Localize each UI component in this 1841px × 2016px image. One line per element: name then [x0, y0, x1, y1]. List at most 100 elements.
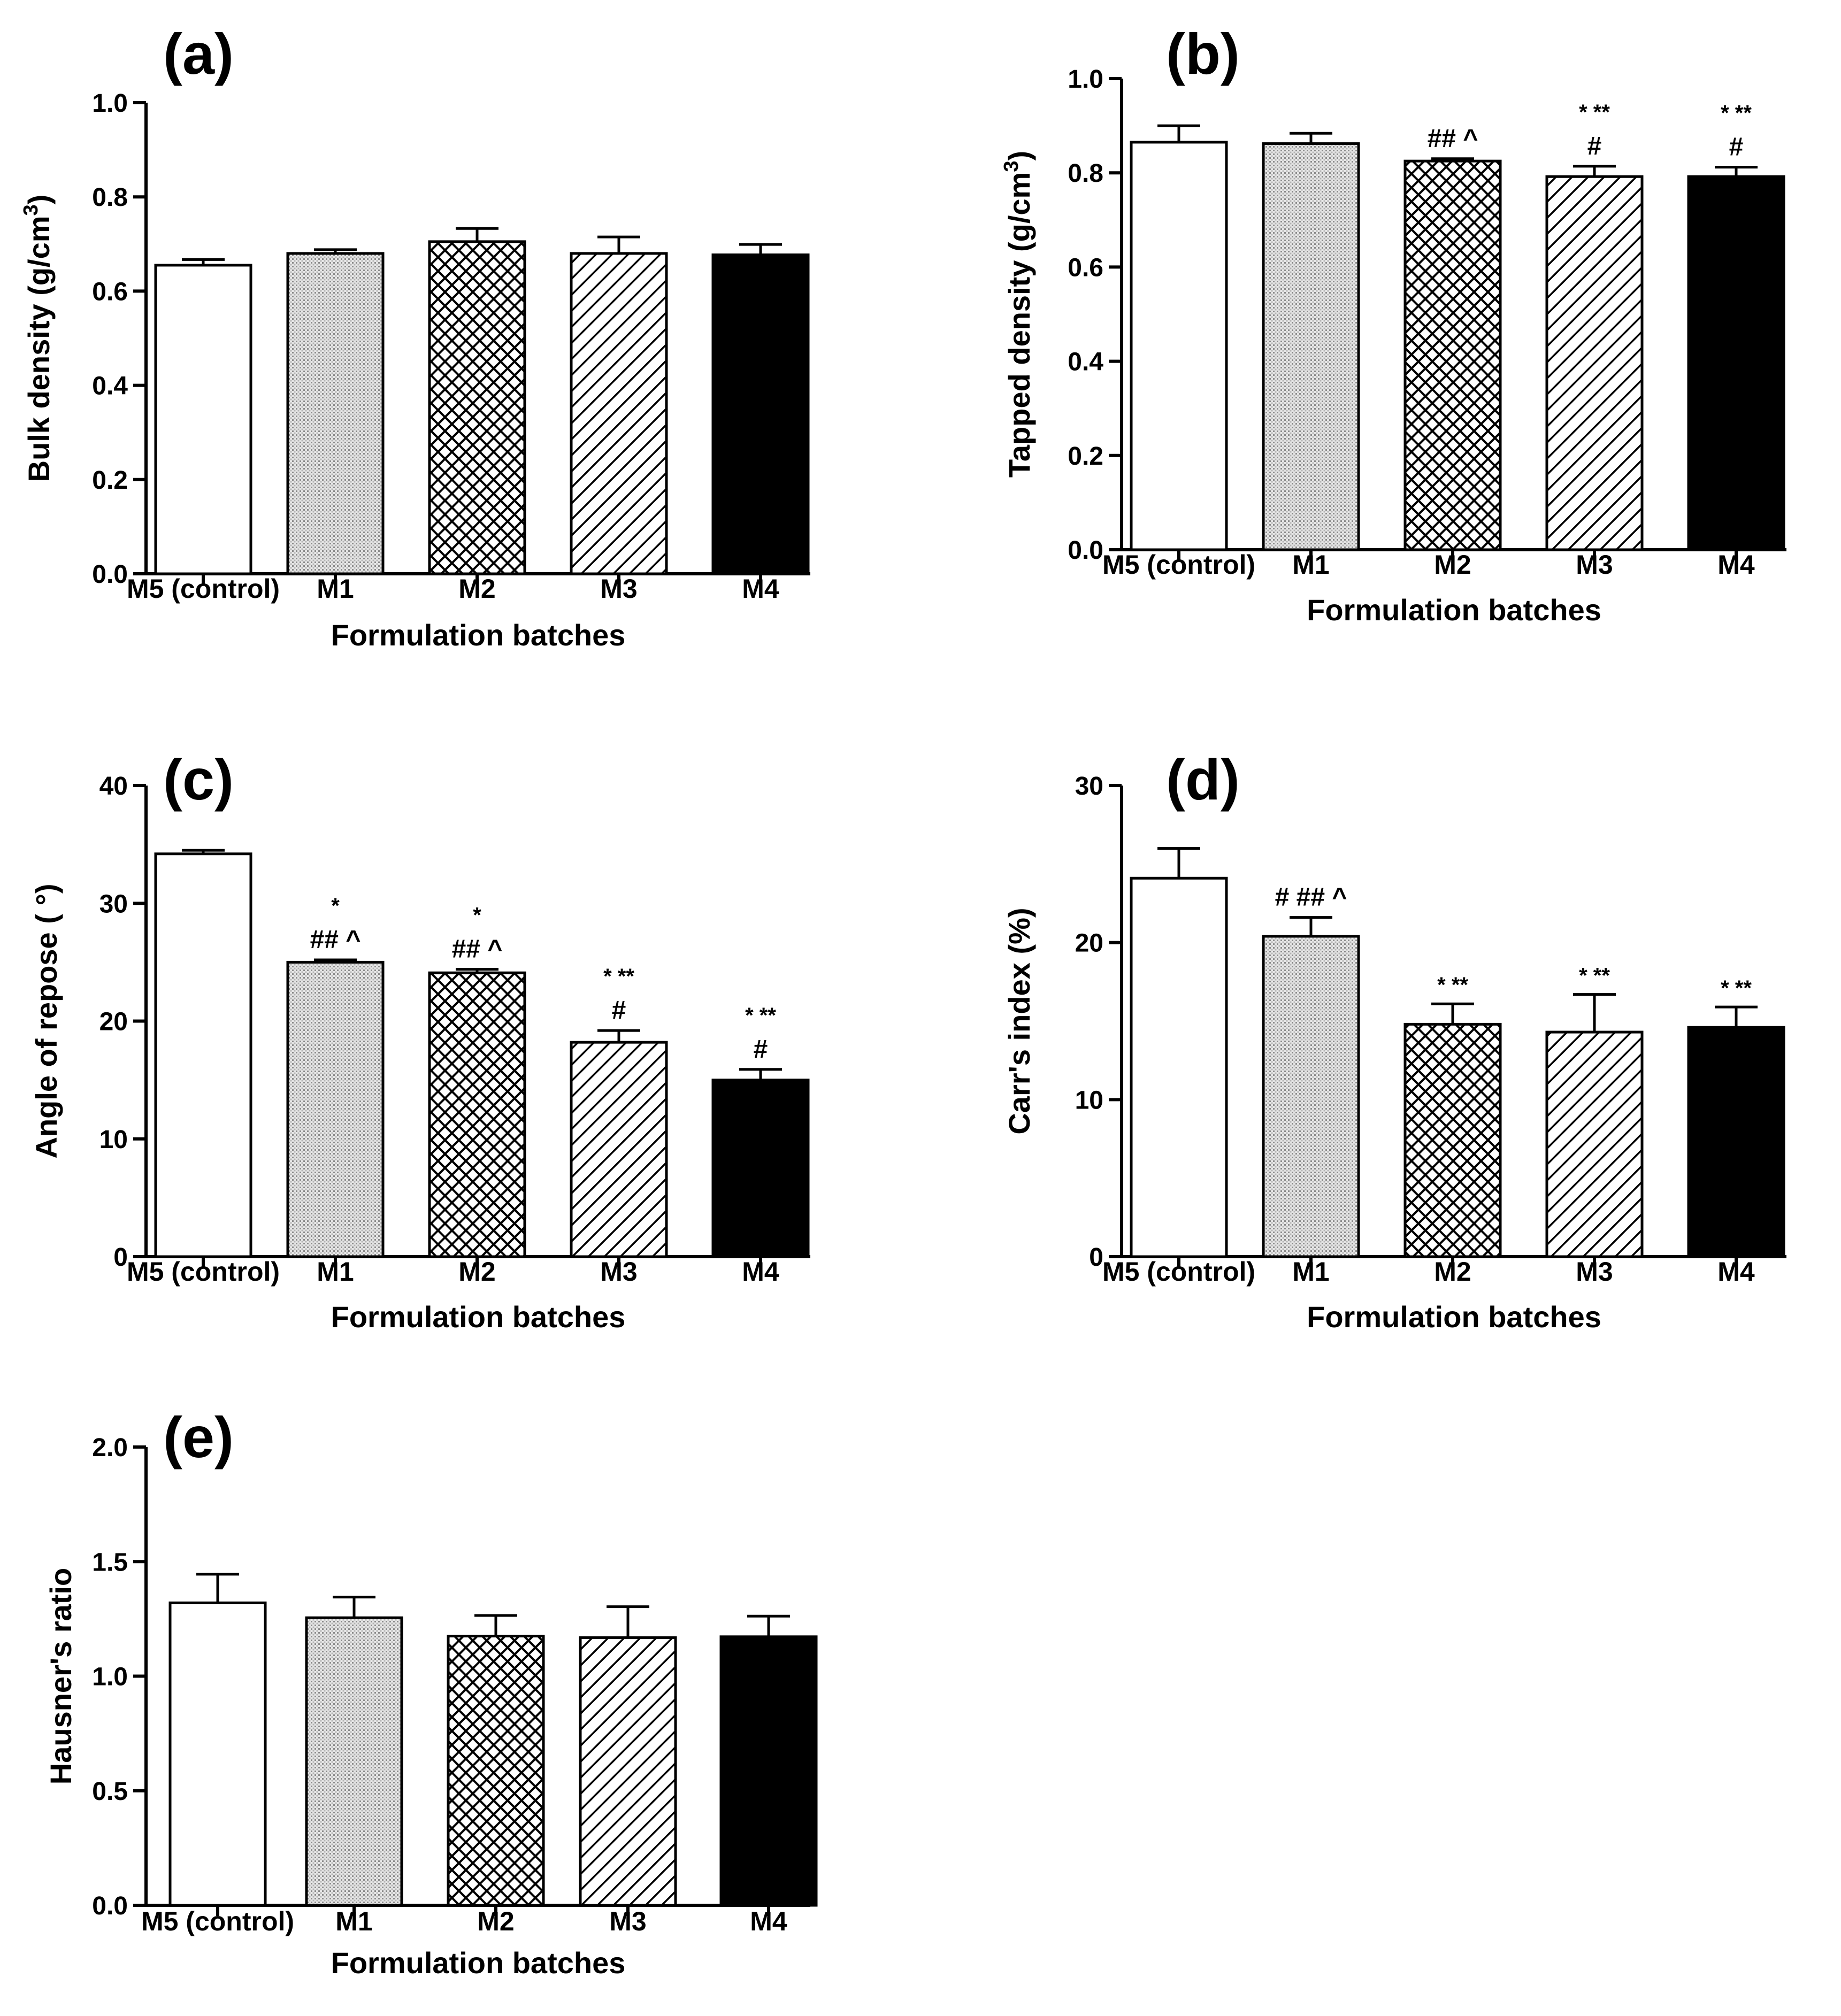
y-tick-label: 0	[1089, 1243, 1103, 1272]
bar	[570, 252, 668, 575]
x-tick-label: M1	[1292, 550, 1329, 580]
panel-label: (c)	[163, 747, 234, 812]
bar	[286, 252, 385, 575]
x-tick-label: M3	[1576, 550, 1613, 580]
y-axis-label: Hausner's ratio	[44, 1568, 78, 1784]
y-axis-label: Tapped density (g/cm3)	[1000, 151, 1036, 478]
significance-label: ## ^	[310, 926, 361, 954]
x-tick-label: M1	[1292, 1257, 1329, 1287]
chart-panel: (b) 0.0 0.2 0.4 0.6 0.8 1.0 M5 (control) M1 M2 ## …	[1000, 21, 1786, 627]
y-tick-label: 0.8	[92, 183, 128, 212]
significance-label: * **	[603, 965, 634, 988]
error-bar	[1573, 993, 1616, 1033]
x-tick-label: M4	[742, 1257, 779, 1287]
x-tick-label: M5 (control)	[127, 1257, 280, 1287]
bar	[1262, 142, 1360, 551]
y-tick-label: 1.0	[1068, 65, 1103, 94]
chart-panel: (e) 0.0 0.5 1.0 1.5 2.0 M5 (control) M1 M2 M3 M4 Fo…	[44, 1405, 818, 1980]
y-tick-label: 30	[1075, 772, 1103, 801]
x-tick-label: M1	[317, 574, 354, 604]
significance-label: #	[1587, 132, 1602, 160]
significance-label: ## ^	[452, 935, 503, 964]
y-tick-label: 0.0	[92, 1892, 128, 1920]
bar	[1403, 1022, 1502, 1258]
x-tick-label: M1	[335, 1906, 372, 1936]
y-tick-label: 0.0	[92, 560, 128, 589]
panel-label: (b)	[1166, 21, 1240, 86]
bar	[428, 240, 526, 575]
significance-label: #	[612, 996, 626, 1025]
y-tick-label: 30	[99, 890, 128, 918]
x-axis-label: Formulation batches	[331, 1300, 626, 1334]
significance-label: *	[473, 904, 481, 927]
error-bar	[1431, 1002, 1474, 1025]
error-bar	[474, 1614, 517, 1636]
bar	[286, 960, 385, 1258]
error-bar	[196, 1573, 239, 1603]
x-tick-label: M5 (control)	[1102, 550, 1255, 580]
y-tick-label: 1.5	[92, 1548, 128, 1576]
x-tick-label: M2	[458, 1257, 495, 1287]
significance-label: * **	[745, 1004, 776, 1027]
y-tick-label: 20	[99, 1008, 128, 1036]
x-tick-label: M3	[609, 1906, 646, 1936]
bar	[1687, 175, 1785, 551]
bar	[1403, 159, 1502, 551]
panel-label: (d)	[1166, 747, 1240, 812]
error-bar	[747, 1614, 790, 1637]
x-tick-label: M4	[1717, 550, 1755, 580]
error-bar	[597, 1029, 640, 1043]
bar	[711, 253, 810, 575]
error-bar	[1715, 166, 1758, 177]
chart-panel: (c) 0 10 20 30 40 M5 (control) M1 ## ^ * M2 ## ^ * M3…	[29, 747, 810, 1334]
y-tick-label: 2.0	[92, 1434, 128, 1462]
x-tick-label: M3	[600, 574, 637, 604]
y-axis-label: Bulk density (g/cm3)	[20, 195, 56, 482]
error-bar	[739, 1068, 782, 1080]
panel-label: (a)	[163, 21, 234, 86]
y-tick-label: 1.0	[92, 1663, 128, 1691]
y-tick-label: 0.8	[1068, 159, 1103, 188]
y-tick-label: 10	[1075, 1086, 1103, 1114]
y-tick-label: 0.6	[1068, 253, 1103, 282]
bar	[305, 1616, 403, 1907]
y-tick-label: 1.0	[92, 89, 128, 118]
y-tick-label: 0.4	[92, 372, 128, 401]
x-tick-label: M1	[317, 1257, 354, 1287]
bar	[1545, 1030, 1644, 1258]
x-tick-label: M2	[1434, 1257, 1471, 1287]
bar	[1545, 175, 1644, 551]
x-tick-label: M5 (control)	[127, 574, 280, 604]
chart-panel: (d) 0 10 20 30 M5 (control) M1 # ## ^ M2 * ** M3 * …	[1002, 747, 1786, 1334]
x-axis-label: Formulation batches	[331, 1946, 626, 1980]
y-axis-label: Carr's index (%)	[1002, 907, 1036, 1134]
bar	[1130, 141, 1228, 551]
x-tick-label: M5 (control)	[1102, 1257, 1255, 1287]
bar	[1687, 1026, 1785, 1258]
y-tick-label: 0	[113, 1243, 128, 1272]
y-axis-label: Angle of repose ( °)	[29, 884, 63, 1159]
bar	[1130, 876, 1228, 1258]
significance-label: #	[754, 1035, 768, 1064]
error-bar	[456, 227, 498, 242]
significance-label: * **	[1721, 102, 1752, 125]
chart-panel: (a) 0.0 0.2 0.4 0.6 0.8 1.0 M5 (control) M1 M2 M3 M…	[20, 21, 810, 652]
x-tick-label: M2	[1434, 550, 1471, 580]
error-bar	[333, 1596, 375, 1618]
x-tick-label: M5 (control)	[141, 1906, 294, 1936]
error-bar	[597, 235, 640, 253]
y-tick-label: 0.5	[92, 1778, 128, 1806]
bar	[579, 1636, 677, 1907]
x-axis-label: Formulation batches	[1307, 1300, 1601, 1334]
error-bar	[607, 1605, 649, 1638]
x-axis-label: Formulation batches	[331, 618, 626, 652]
significance-label: # ## ^	[1275, 883, 1347, 912]
error-bar	[1157, 847, 1200, 879]
error-bar	[1290, 132, 1332, 144]
error-bar	[1157, 124, 1200, 142]
significance-label: * **	[1721, 976, 1752, 1000]
error-bar	[1290, 916, 1332, 936]
error-bar	[1573, 165, 1616, 177]
significance-label: * **	[1579, 101, 1610, 124]
y-tick-label: 0.2	[92, 466, 128, 495]
